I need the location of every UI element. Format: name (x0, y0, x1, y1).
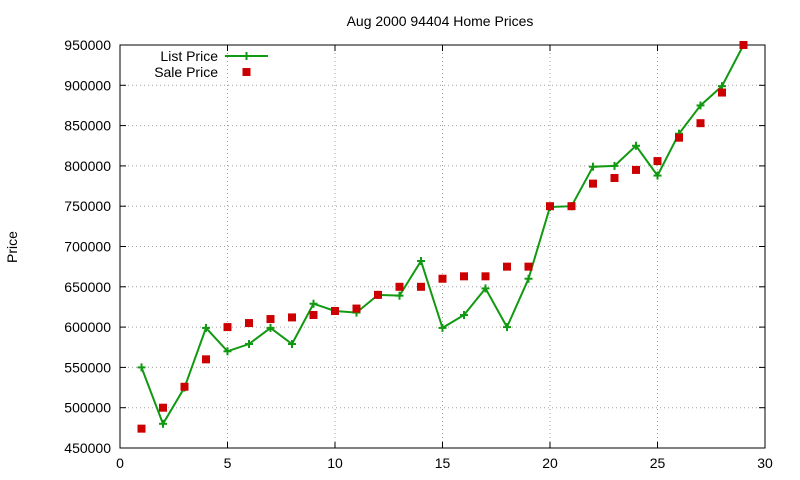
data-point (245, 319, 253, 328)
x-tick-label: 20 (542, 455, 558, 471)
data-point (266, 323, 275, 332)
data-point (180, 382, 189, 391)
ticks: 450000 500000 550000 600000 650000 700000 7500… (64, 37, 773, 471)
data-point (288, 313, 296, 322)
y-tick-label: 550000 (64, 359, 111, 375)
y-tick-label: 750000 (64, 198, 111, 214)
data-point (718, 88, 726, 97)
data-point (309, 299, 318, 308)
data-point (610, 173, 619, 182)
data-point (524, 262, 533, 271)
data-point (223, 347, 232, 356)
data-point (137, 363, 146, 372)
data-point (352, 304, 361, 313)
data-point (696, 101, 705, 110)
data-point (288, 340, 296, 349)
data-point (503, 323, 511, 332)
data-point (632, 141, 640, 150)
data-point (546, 202, 554, 211)
y-tick-label: 950000 (64, 37, 111, 53)
y-tick-label: 900000 (64, 77, 111, 93)
data-point (137, 424, 146, 433)
data-point (202, 323, 210, 332)
y-tick-label: 650000 (64, 279, 111, 295)
legend-marker (242, 68, 251, 76)
series-sale-price (137, 41, 748, 433)
data-point (460, 272, 468, 281)
grid (120, 45, 765, 448)
data-point (159, 403, 167, 412)
x-tick-label: 5 (224, 455, 232, 471)
data-point (739, 41, 748, 49)
data-point (417, 257, 425, 266)
y-tick-label: 850000 (64, 118, 111, 134)
data-point (524, 274, 533, 283)
y-tick-label: 700000 (64, 239, 111, 255)
data-point (675, 133, 683, 142)
data-point (395, 282, 404, 291)
data-point (589, 162, 597, 171)
x-tick-label: 10 (327, 455, 343, 471)
data-point (503, 262, 511, 271)
data-point (245, 340, 253, 349)
data-point (632, 165, 640, 174)
data-point (374, 290, 382, 299)
data-point (460, 311, 468, 320)
data-point (309, 311, 318, 320)
chart-title: Aug 2000 94404 Home Prices (347, 13, 534, 29)
data-point (589, 179, 597, 188)
data-point (481, 284, 490, 293)
x-tick-label: 0 (116, 455, 124, 471)
data-point (653, 171, 662, 180)
data-point (266, 315, 275, 324)
data-point (653, 157, 662, 166)
data-point (567, 202, 576, 211)
data-point (610, 161, 619, 170)
legend-label: List Price (160, 48, 218, 64)
legend-marker (242, 52, 251, 60)
data-point (417, 282, 425, 291)
data-point (438, 274, 447, 283)
x-tick-label: 30 (757, 455, 773, 471)
data-point (223, 323, 232, 332)
data-point (395, 291, 404, 300)
data-point (202, 355, 210, 364)
data-point (438, 323, 447, 332)
y-tick-label: 450000 (64, 440, 111, 456)
y-axis-label: Price (4, 231, 20, 263)
y-tick-label: 500000 (64, 400, 111, 416)
series-layer (137, 41, 748, 433)
legend-label: Sale Price (154, 64, 218, 80)
y-tick-label: 800000 (64, 158, 111, 174)
data-point (481, 272, 490, 281)
y-tick-label: 600000 (64, 319, 111, 335)
data-point (696, 119, 705, 128)
data-point (159, 419, 167, 428)
data-point (331, 306, 339, 315)
x-tick-label: 15 (435, 455, 451, 471)
x-tick-label: 25 (650, 455, 666, 471)
